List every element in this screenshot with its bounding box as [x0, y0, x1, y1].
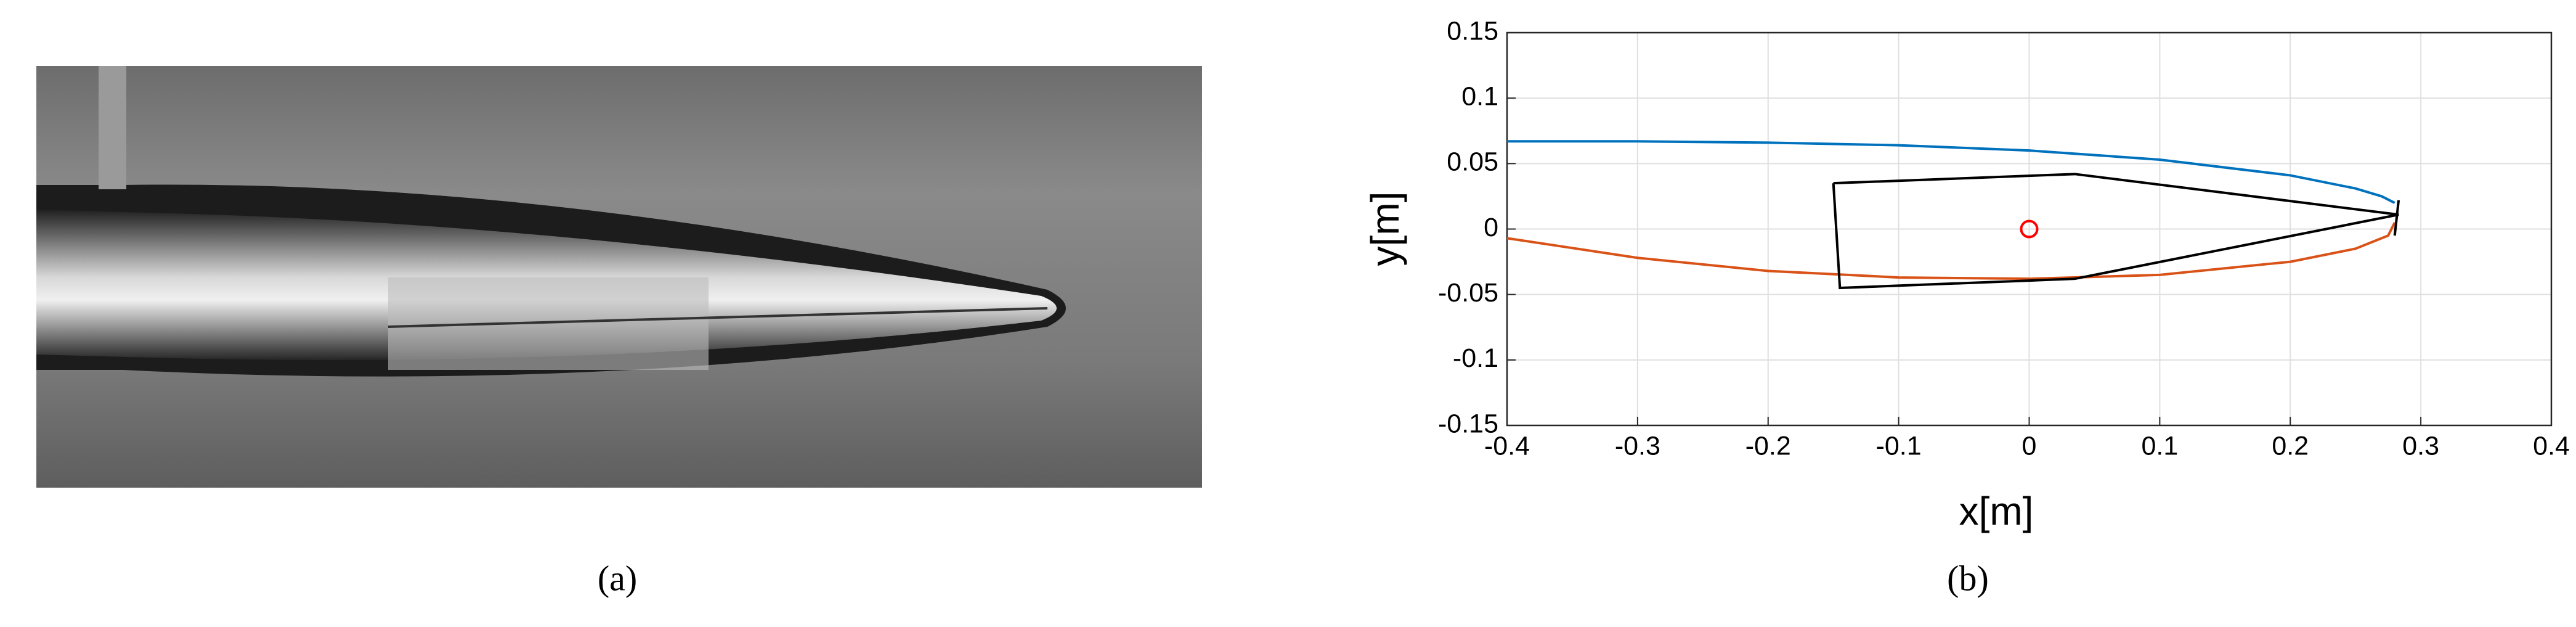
x-tick-label: -0.3 — [1615, 431, 1660, 461]
x-tick-label: -0.2 — [1745, 431, 1791, 461]
y-tick-label: -0.05 — [1438, 278, 1498, 308]
caption: (a) — [598, 558, 637, 598]
line — [1832, 173, 2399, 290]
y-tick-label: 0.15 — [1447, 16, 1498, 46]
photo — [36, 66, 1202, 488]
y-tick-label: 0 — [1484, 213, 1498, 242]
y-tick-label: 0.05 — [1447, 147, 1498, 177]
x-tick-label: -0.4 — [1484, 431, 1530, 461]
x-tick-label: -0.1 — [1876, 431, 1922, 461]
x-tick-label: 0.1 — [2141, 431, 2178, 461]
y-tick-label: -0.15 — [1438, 409, 1498, 438]
x-tick-label: 0.4 — [2533, 431, 2570, 461]
line — [1506, 221, 2396, 281]
caption: (b) — [1947, 558, 1989, 598]
x-tick-label: 0.2 — [2272, 431, 2309, 461]
y-axis-label: y[m] — [1363, 192, 1407, 266]
y-tick-label: 0.1 — [1461, 82, 1498, 112]
line — [2393, 200, 2400, 236]
x-tick-label: 0.3 — [2402, 431, 2439, 461]
marker — [2020, 219, 2039, 239]
x-tick-label: 0 — [2022, 431, 2037, 461]
line — [1507, 140, 2395, 204]
x-axis-label: x[m] — [1959, 489, 2034, 533]
y-tick-label: -0.1 — [1453, 343, 1498, 373]
axes-box — [1506, 31, 2553, 427]
